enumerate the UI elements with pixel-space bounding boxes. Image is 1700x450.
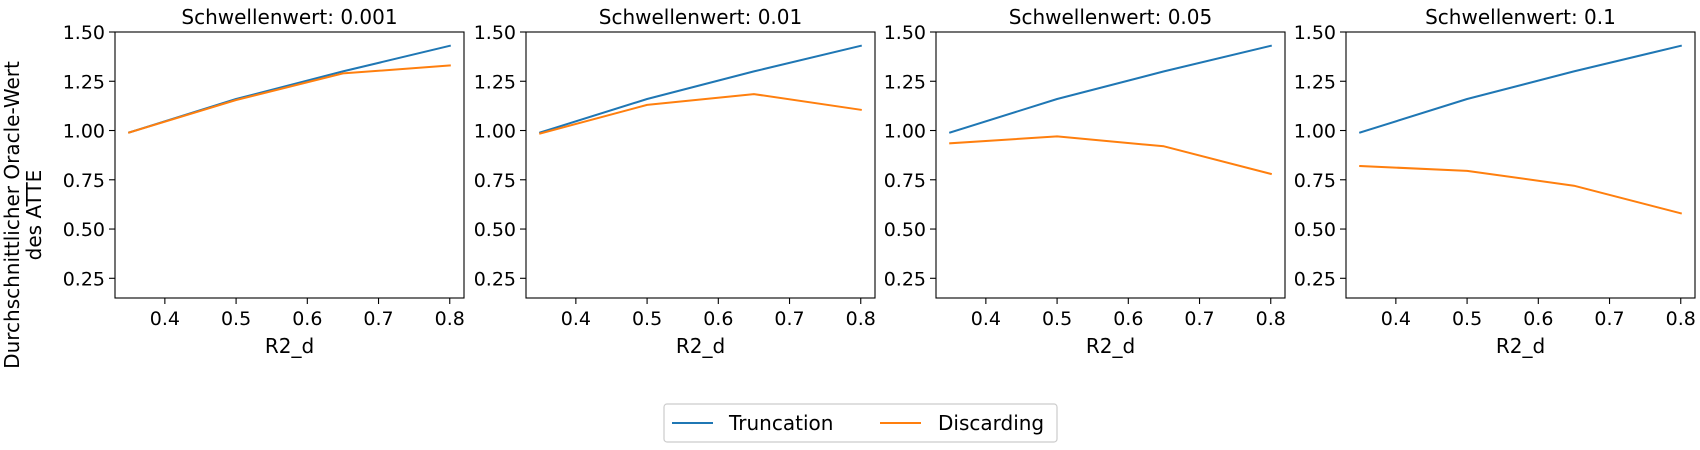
series-line-truncation	[538, 44, 863, 134]
x-tick-label: 0.5	[221, 308, 251, 330]
x-tick-label: 0.5	[632, 308, 662, 330]
legend-label-truncation: Truncation	[728, 411, 833, 435]
x-tick-label: 0.4	[971, 308, 1001, 330]
panel-frame	[935, 31, 1286, 299]
y-tick-label: 0.50	[1294, 219, 1336, 241]
y-tick-label: 0.25	[63, 268, 105, 290]
y-tick-label: 1.00	[1294, 121, 1336, 143]
y-tick-label: 0.75	[1294, 170, 1336, 192]
x-tick-label: 0.8	[1666, 308, 1696, 330]
y-tick-label: 1.50	[884, 22, 926, 44]
series-line-truncation	[948, 44, 1273, 134]
x-tick-label: 0.5	[1452, 308, 1482, 330]
legend-frame	[663, 403, 1058, 443]
y-tick-label: 1.25	[884, 71, 926, 93]
panel-frame	[525, 31, 876, 299]
y-tick-label: 0.50	[474, 219, 516, 241]
y-tick-label: 0.75	[474, 170, 516, 192]
legend: Truncation Discarding	[663, 403, 1058, 443]
x-tick-label: 0.6	[703, 308, 733, 330]
x-tick-label: 0.6	[292, 308, 322, 330]
y-tick-label: 1.50	[474, 22, 516, 44]
panel-title: Schwellenwert: 0.001	[181, 5, 397, 29]
x-tick-label: 0.7	[1184, 308, 1214, 330]
y-tick-label: 1.25	[474, 71, 516, 93]
y-tick-label: 0.75	[63, 170, 105, 192]
series-line-discarding	[949, 135, 1273, 176]
y-tick-label: 1.25	[1294, 71, 1336, 93]
x-tick-label: 0.6	[1523, 308, 1553, 330]
x-axis-label: R2_d	[676, 334, 725, 358]
x-tick-label: 0.8	[1256, 308, 1286, 330]
panel-frame	[1345, 31, 1696, 299]
series-line-discarding	[1359, 164, 1683, 215]
y-tick-label: 0.50	[884, 219, 926, 241]
x-tick-label: 0.7	[774, 308, 804, 330]
x-tick-label: 0.4	[150, 308, 180, 330]
panel-3: Schwellenwert: 0.05 0.25 0.50 0.75 1.00 1.25 1…	[884, 5, 1286, 358]
x-tick-label: 0.4	[1381, 308, 1411, 330]
x-axis-label: R2_d	[265, 334, 314, 358]
panel-title: Schwellenwert: 0.1	[1425, 5, 1616, 29]
y-tick-label: 1.50	[63, 22, 105, 44]
y-tick-label: 0.25	[474, 268, 516, 290]
series-line-discarding	[127, 64, 451, 134]
x-tick-label: 0.4	[561, 308, 591, 330]
panel-4: Schwellenwert: 0.1 0.25 0.50 0.75 1.00 1.25 1.…	[1294, 5, 1696, 358]
y-tick-label: 0.50	[63, 219, 105, 241]
y-tick-label: 0.25	[1294, 268, 1336, 290]
panel-frame	[114, 31, 465, 299]
x-tick-label: 0.5	[1042, 308, 1072, 330]
y-axis-label-line1: Durchschnittlicher Oracle-Wertdes ATTE	[0, 61, 46, 369]
y-tick-label: 1.50	[1294, 22, 1336, 44]
y-tick-label: 0.75	[884, 170, 926, 192]
x-axis-label: R2_d	[1086, 334, 1135, 358]
y-tick-label: 0.25	[884, 268, 926, 290]
chart-panels: Schwellenwert: 0.001 0.25 0.50 0.75 1.00 1.25…	[63, 5, 1696, 358]
x-axis-label: R2_d	[1496, 334, 1545, 358]
y-tick-label: 1.25	[63, 71, 105, 93]
panel-1: Schwellenwert: 0.001 0.25 0.50 0.75 1.00 1.25…	[63, 5, 465, 358]
panel-title: Schwellenwert: 0.05	[1009, 5, 1212, 29]
x-tick-label: 0.8	[435, 308, 465, 330]
series-line-truncation	[1358, 44, 1683, 134]
series-line-truncation	[127, 44, 452, 134]
y-tick-label: 1.00	[63, 121, 105, 143]
panel-title: Schwellenwert: 0.01	[599, 5, 802, 29]
x-tick-label: 0.7	[1594, 308, 1624, 330]
series-line-discarding	[538, 93, 862, 135]
y-tick-label: 1.00	[884, 121, 926, 143]
x-tick-label: 0.6	[1113, 308, 1143, 330]
y-tick-label: 1.00	[474, 121, 516, 143]
x-tick-label: 0.7	[363, 308, 393, 330]
panel-2: Schwellenwert: 0.01 0.25 0.50 0.75 1.00 1.25 1…	[474, 5, 876, 358]
x-tick-label: 0.8	[846, 308, 876, 330]
legend-label-discarding: Discarding	[938, 411, 1044, 435]
